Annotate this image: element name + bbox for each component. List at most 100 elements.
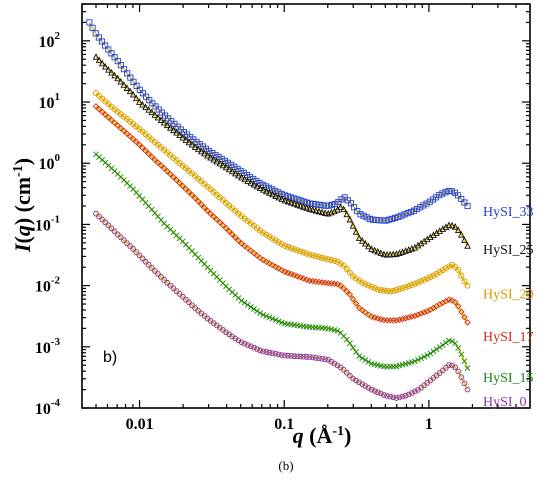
data-point [424,308,431,315]
data-point [126,133,134,140]
data-point [340,205,348,213]
series-HySI_15 [93,151,471,371]
data-point [216,159,224,167]
data-point [396,316,403,323]
data-point [349,221,357,229]
data-point [222,329,230,335]
data-point [373,216,380,224]
data-point [405,314,412,321]
data-point [365,282,372,289]
data-point [297,201,304,209]
data-point [368,283,375,290]
data-point [315,207,323,215]
data-point [376,217,383,224]
data-point [352,300,360,307]
data-point [244,177,252,184]
data-point [247,303,254,310]
data-point [241,175,248,183]
data-point [294,273,301,280]
data-point [420,309,428,316]
data-point [250,306,257,312]
data-point [281,196,289,204]
data-point [368,245,375,252]
data-point [297,274,304,281]
data-point [98,59,106,67]
data-point [278,266,286,274]
data-point [206,148,213,155]
data-point [201,204,208,211]
data-point [155,106,162,113]
data-point [120,81,128,88]
data-point [374,286,381,293]
data-point [269,235,276,242]
data-point [232,169,239,177]
data-point [433,346,440,353]
x-tick-label: 0.1 [274,416,294,433]
data-point [414,279,422,286]
data-point [266,260,273,267]
data-point [411,358,418,365]
data-point [359,355,366,362]
data-point [436,192,443,199]
y-tick-label: 101 [39,91,61,112]
data-point [151,156,159,164]
data-point [146,97,153,104]
data-point [260,311,267,318]
data-point [365,311,372,318]
data-point [224,159,232,166]
data-point [315,253,322,261]
data-point [399,315,406,323]
data-point [284,243,292,251]
data-point [269,190,276,198]
x-axis-title: q (Å-1) [293,423,352,448]
data-point [359,279,366,286]
data-point [152,103,159,110]
series-label: HySI_0 [483,395,527,410]
data-point [430,348,437,355]
data-point [415,356,421,363]
fit-curve [88,21,469,222]
data-point [179,133,187,141]
data-point [423,235,431,243]
data-point [362,357,369,363]
data-point [157,116,165,123]
data-point [232,234,239,241]
data-point [163,167,171,175]
data-point [423,200,430,207]
data-point [253,252,261,259]
data-point [328,201,336,208]
data-point [114,58,121,65]
data-point [278,195,286,202]
data-point [445,263,453,270]
data-point [176,179,183,187]
data-point [102,111,109,118]
data-point [343,288,351,295]
data-point [338,196,345,203]
data-point [160,165,168,172]
data-point [117,62,124,69]
data-point [451,223,459,230]
data-point [358,237,366,244]
series-label: HySI_20 [483,287,534,302]
data-point [461,236,468,243]
data-point [309,206,317,213]
series-HySI_17 [92,103,471,326]
data-point [213,322,220,329]
data-point [340,262,347,269]
data-point [362,281,369,288]
data-point [351,204,358,211]
data-point [399,285,406,292]
data-point [241,299,248,306]
data-point [436,370,443,376]
data-point [182,185,190,193]
data-point [266,189,273,196]
data-point [139,144,146,151]
data-point [225,228,233,235]
data-point [365,385,372,391]
data-point [414,311,422,318]
data-point [130,78,137,85]
data-point [275,239,282,246]
data-point [458,272,465,279]
data-point [167,170,174,178]
data-point [343,210,351,218]
